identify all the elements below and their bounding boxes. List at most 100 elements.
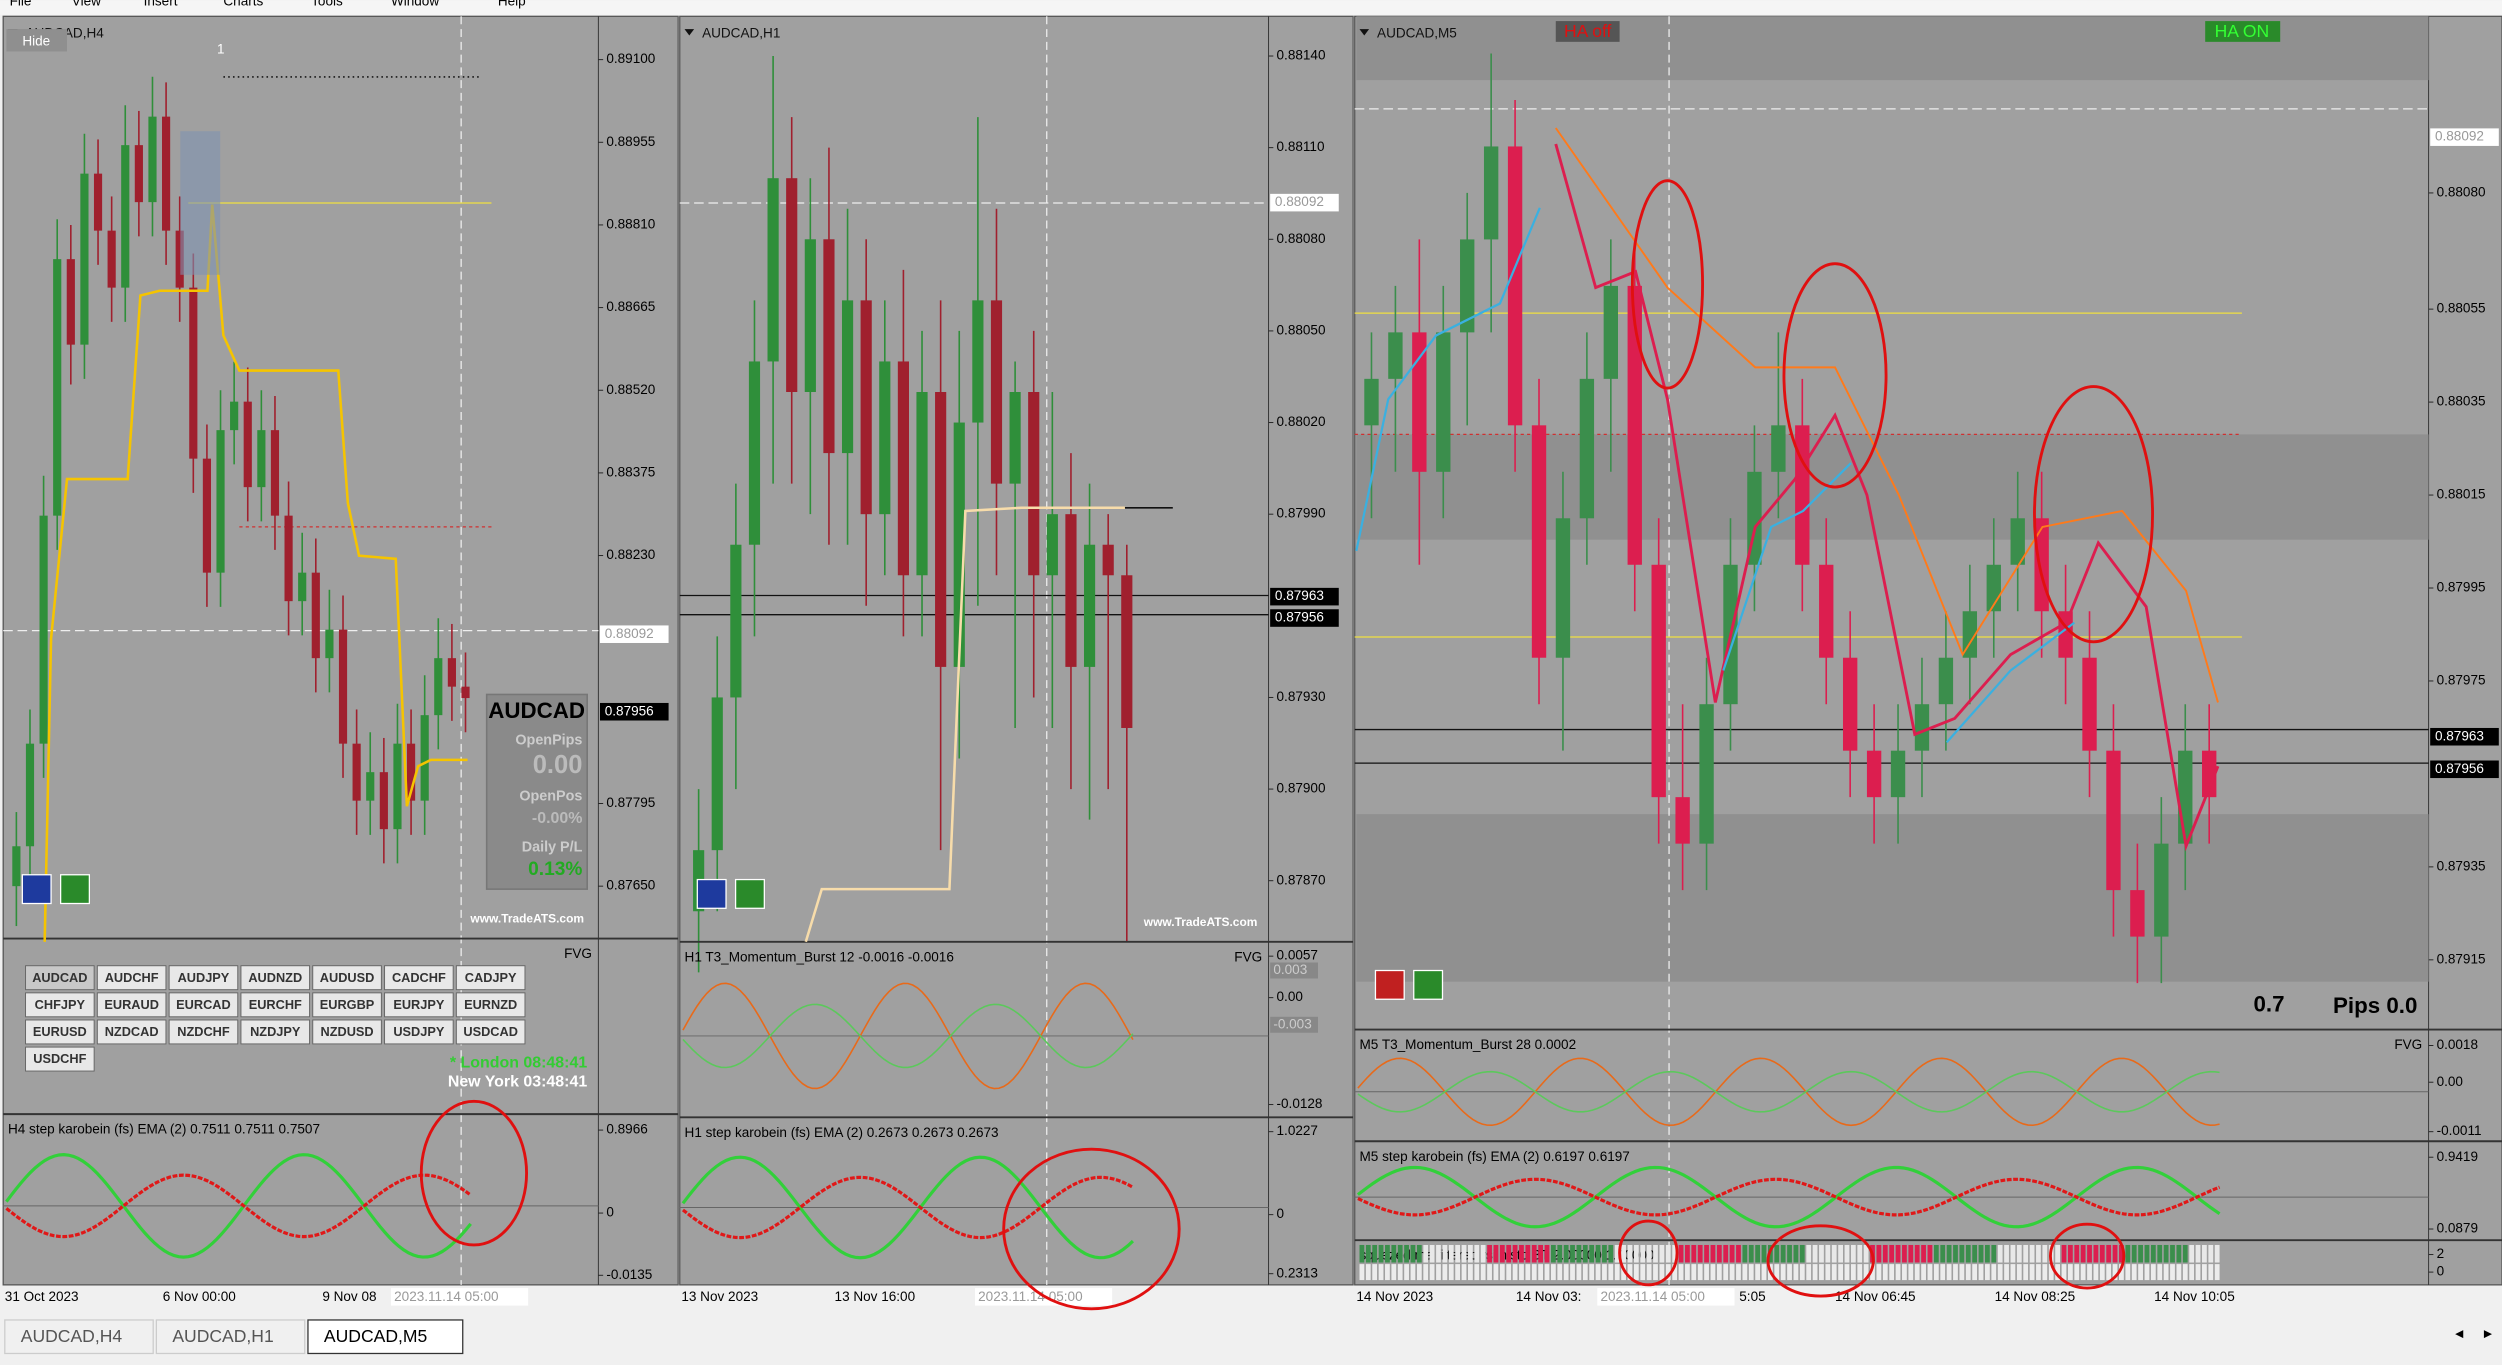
tool-button[interactable] [21,874,52,905]
histo-bar [1831,1264,1837,1281]
candle-body [1102,544,1114,576]
symbol-button-label[interactable]: EURCAD [176,997,231,1012]
candle-body [1579,378,1595,519]
tool-button[interactable] [1413,969,1444,1000]
menu-item[interactable]: Tools [311,0,343,9]
sub-label: FVG [564,946,592,961]
menu-item[interactable]: Charts [223,0,263,9]
symbol-button-label[interactable]: CADJPY [465,970,517,985]
symbol-button-label[interactable]: AUDCAD [32,970,87,985]
symbol-button-label[interactable]: USDJPY [393,1024,445,1039]
tool-button[interactable] [696,878,727,909]
histo-bar [1793,1244,1799,1263]
time-label: 2023.11.14 05:00 [394,1289,498,1304]
symbol-button-label[interactable]: NZDCHF [177,1024,230,1039]
histo-bar [1678,1264,1684,1281]
histo-bar [1468,1264,1473,1281]
symbol-button[interactable] [312,1019,382,1045]
menu-item[interactable]: File [10,0,32,9]
price-marker-label: 0.87956 [2435,761,2484,776]
menu-item[interactable]: View [72,0,101,9]
histo-bar [2170,1264,2175,1281]
symbol-button-label[interactable]: EURCHF [249,997,302,1012]
symbol-button-label[interactable]: NZDJPY [250,1024,301,1039]
symbol-button[interactable] [240,1019,311,1045]
symbol-button-label[interactable]: USDCHF [33,1051,86,1066]
symbol-button[interactable] [96,1019,167,1045]
sub-level-box [1270,962,1319,979]
candle-body [243,401,252,488]
symbol-button[interactable] [25,1046,95,1072]
symbol-button-label[interactable]: AUDCHF [105,970,159,985]
histo-bar [1487,1264,1492,1281]
histo-bar [1914,1264,1920,1281]
symbol-button-label[interactable]: CADCHF [392,970,446,985]
symbol-button-label[interactable]: EURAUD [104,997,159,1012]
symbol-button[interactable] [455,965,526,991]
symbol-button-label[interactable]: AUDJPY [178,970,230,985]
scroll-right[interactable]: ► [2481,1326,2494,1341]
symbol-button[interactable] [384,1019,454,1045]
ha-off[interactable]: HA off [1564,21,1612,41]
symbol-button[interactable] [25,992,95,1018]
ha-on[interactable]: HA ON [2215,21,2270,41]
histo-bar [1729,1244,1735,1263]
symbol-button[interactable] [168,992,239,1018]
tab-label[interactable]: AUDCAD,H4 [21,1326,123,1346]
symbol-button-label[interactable]: NZDUSD [320,1024,373,1039]
symbol-button[interactable] [455,1019,526,1045]
symbol-button-label[interactable]: EURGBP [320,997,375,1012]
sub-tick-label: 0 [606,1205,614,1220]
symbol-button[interactable] [96,965,167,991]
sub-title: H1 step karobein (fs) EMA (2) 0.2673 0.2… [685,1125,999,1140]
histo-bar [1927,1244,1933,1263]
ha-on-box[interactable] [2205,21,2281,42]
scroll-left[interactable]: ◄ [2453,1326,2466,1341]
menu-item[interactable]: Help [498,0,526,9]
tab[interactable] [155,1319,306,1355]
histo-bar [1506,1244,1512,1263]
symbol-button[interactable] [384,992,454,1018]
histo-bar [1946,1244,1952,1263]
symbol-button[interactable] [240,965,311,991]
symbol-button-label[interactable]: AUDUSD [320,970,375,985]
histo-bar [1614,1264,1620,1281]
tab-label[interactable]: AUDCAD,H1 [172,1326,273,1346]
symbol-button[interactable] [312,965,382,991]
candle-body [461,686,470,699]
symbol-button[interactable] [25,965,95,991]
histo-bar [1685,1244,1690,1263]
symbol-button[interactable] [168,965,239,991]
candle-body [990,300,1003,484]
symbol-button[interactable] [455,992,526,1018]
annotation-circle [1630,179,1705,390]
symbol-button-label[interactable]: NZDCAD [105,1024,159,1039]
candle-body [1009,392,1021,484]
symbol-button[interactable] [96,992,167,1018]
symbol-button[interactable] [384,965,454,991]
tool-button[interactable] [59,874,90,905]
symbol-button-label[interactable]: EURNZD [464,997,517,1012]
symbol-button-label[interactable]: EURJPY [393,997,445,1012]
symbol-button[interactable] [25,1019,95,1045]
symbol-button-label[interactable]: EURUSD [33,1024,87,1039]
ha-off-box[interactable] [1555,21,1620,42]
symbol-button-label[interactable]: CHFJPY [35,997,86,1012]
symbol-button[interactable] [312,992,382,1018]
symbol-button[interactable] [168,1019,239,1045]
tab[interactable] [4,1319,154,1355]
hide-button[interactable] [6,29,68,52]
histo-bar [1391,1264,1397,1281]
tool-button[interactable] [734,878,765,909]
tool-button[interactable] [1374,969,1405,1000]
tab-label[interactable]: AUDCAD,M5 [324,1326,428,1346]
histo-bar [1710,1264,1716,1281]
menu-item[interactable]: Insert [144,0,178,9]
symbol-button-label[interactable]: USDCAD [463,1024,518,1039]
symbol-button[interactable] [240,992,311,1018]
histo-bar [1716,1244,1722,1263]
tab[interactable] [307,1319,464,1355]
oscillator-line [681,1175,1134,1240]
symbol-button-label[interactable]: AUDNZD [248,970,302,985]
menu-item[interactable]: Window [391,0,439,9]
